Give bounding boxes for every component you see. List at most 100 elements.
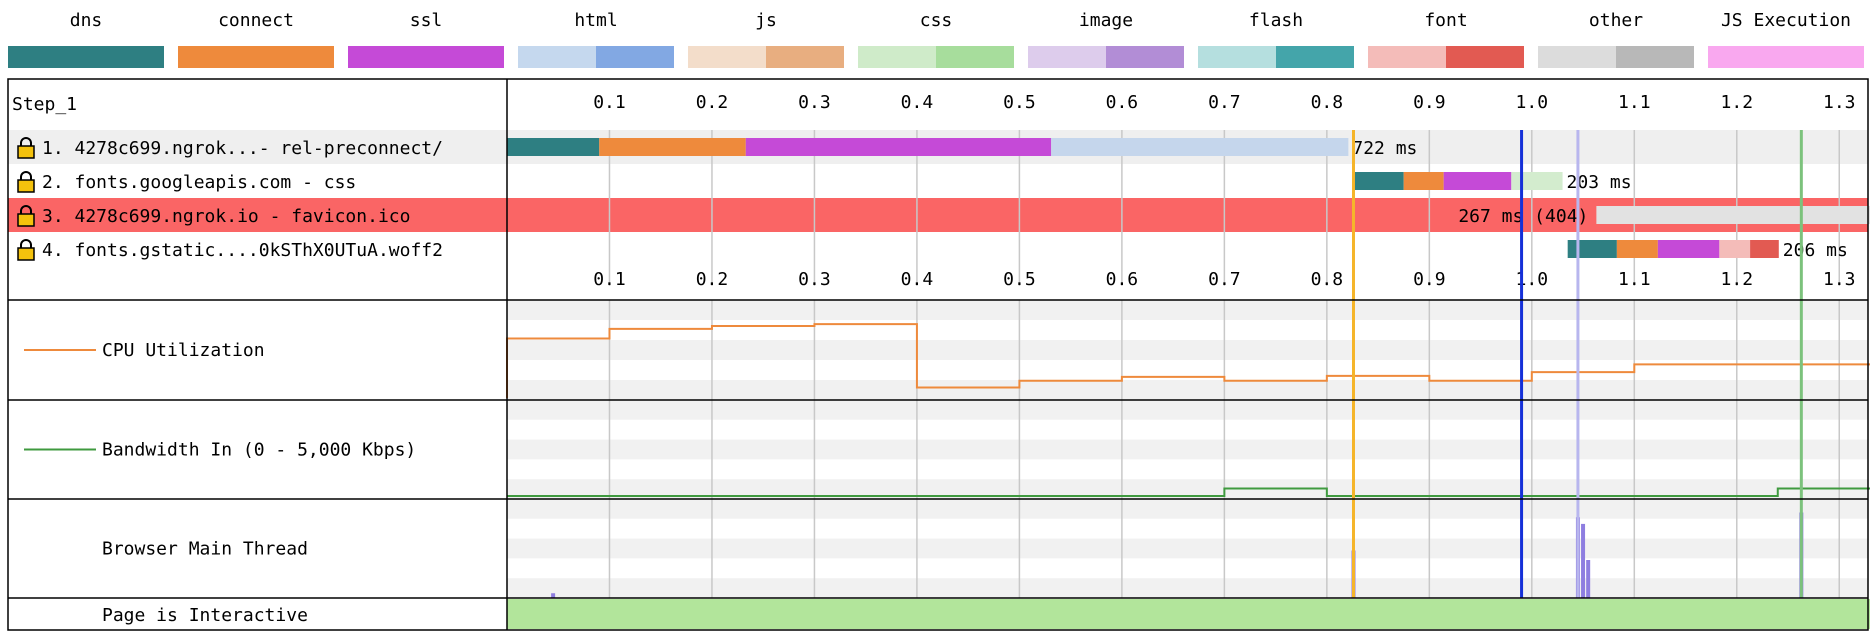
graph-stripe [507, 300, 1868, 320]
legend-label: dns [69, 10, 103, 31]
legend-swatch [518, 46, 674, 68]
request-bar-dns [1567, 240, 1617, 258]
axis-tick-label: 0.4 [901, 269, 934, 290]
request-label: 2. fonts.googleapis.com - css [42, 172, 356, 193]
axis-tick-label: 0.9 [1413, 269, 1446, 290]
graph-stripe [507, 558, 1868, 579]
padlock-shackle [20, 171, 32, 181]
request-bar-connect [1403, 172, 1444, 190]
bandwidth-line [507, 487, 1870, 498]
interactive-label: Page is Interactive [102, 605, 308, 626]
padlock-body [17, 179, 35, 193]
padlock-icon [17, 205, 35, 227]
padlock-icon [17, 239, 35, 261]
legend-label: other [1588, 10, 1644, 31]
graph-stripe [507, 439, 1868, 460]
axis-tick-label: 0.9 [1413, 92, 1446, 113]
legend-label: ssl [409, 10, 443, 31]
graph-stripe [507, 340, 1868, 360]
legend-swatch [1538, 46, 1694, 68]
axis-tick-label: 1.3 [1823, 92, 1856, 113]
axis-tick-label: 0.8 [1311, 269, 1344, 290]
legend-item-html: html [518, 0, 674, 72]
interactive-bar [507, 599, 1870, 629]
padlock-shackle [20, 239, 32, 249]
main-thread-spike [1581, 523, 1586, 598]
request-row [8, 198, 1868, 232]
request-bar-connect [1616, 240, 1658, 258]
main-thread-spike [551, 593, 556, 598]
request-duration: 206 ms [1783, 240, 1848, 261]
legend-swatch [1198, 46, 1354, 68]
graph-stripe [507, 499, 1868, 519]
legend-item-image: image [1028, 0, 1184, 72]
graph-stripe [507, 320, 1868, 340]
request-bar-dns [1353, 172, 1404, 190]
axis-tick-label: 1.1 [1618, 269, 1651, 290]
legend-label: flash [1248, 10, 1304, 31]
legend-item-js-execution: JS Execution [1708, 0, 1864, 72]
axis-tick-label: 0.7 [1208, 92, 1241, 113]
padlock-shackle [20, 205, 32, 215]
request-bar-connect [599, 138, 746, 156]
request-bar-css-wait [1511, 172, 1563, 190]
chart-frame [7, 78, 1869, 631]
padlock-icon [17, 137, 35, 159]
bandwidth-label: Bandwidth In (0 - 5,000 Kbps) [102, 440, 416, 461]
main-thread-label: Browser Main Thread [102, 539, 308, 560]
legend-swatch [858, 46, 1014, 68]
padlock-icon [17, 171, 35, 193]
graph-stripe [507, 538, 1868, 559]
axis-tick-label: 0.4 [901, 92, 934, 113]
legend-item-css: css [858, 0, 1014, 72]
axis-tick-label: 0.3 [798, 269, 831, 290]
legend-label: image [1078, 10, 1134, 31]
request-label: 1. 4278c699.ngrok...- rel-preconnect/ [42, 138, 443, 159]
axis-tick-label: 0.6 [1106, 92, 1139, 113]
main-thread-spike [1586, 560, 1591, 598]
request-duration: 267 ms (404) [1458, 206, 1588, 227]
legend-swatch [1028, 46, 1184, 68]
legend-item-js: js [688, 0, 844, 72]
step-label: Step_1 [12, 94, 77, 115]
axis-tick-label: 0.7 [1208, 269, 1241, 290]
request-row [8, 232, 1868, 266]
padlock-body [17, 145, 35, 159]
graph-stripe [507, 360, 1868, 380]
padlock-shackle [20, 137, 32, 147]
graph-stripe [507, 400, 1868, 420]
request-bar-dns [507, 138, 600, 156]
legend-item-font: font [1368, 0, 1524, 72]
axis-tick-label: 0.2 [696, 92, 729, 113]
legend-item-other: other [1538, 0, 1694, 72]
legend-item-ssl: ssl [348, 0, 504, 72]
legend-swatch [8, 46, 164, 68]
legend-swatch [1368, 46, 1524, 68]
graph-stripe [507, 578, 1868, 598]
legend-swatch [178, 46, 334, 68]
axis-tick-label: 0.2 [696, 269, 729, 290]
legend-label: connect [218, 10, 294, 31]
axis-tick-label: 1.3 [1823, 269, 1856, 290]
request-bar-font [1750, 240, 1779, 258]
legend-swatch [348, 46, 504, 68]
request-bar-ssl [745, 138, 1052, 156]
request-bar-ssl [1657, 240, 1720, 258]
graph-stripe [507, 518, 1868, 539]
legend-item-connect: connect [178, 0, 334, 72]
axis-tick-label: 0.1 [593, 92, 626, 113]
cpu-utilization-line [506, 323, 1870, 398]
axis-tick-label: 0.8 [1311, 92, 1344, 113]
padlock-body [17, 247, 35, 261]
request-bar-font-wait [1719, 240, 1751, 258]
legend-label: html [574, 10, 618, 31]
graph-stripe [507, 479, 1868, 499]
axis-tick-label: 1.0 [1516, 269, 1549, 290]
legend-swatch [1708, 46, 1864, 68]
request-duration: 203 ms [1567, 172, 1632, 193]
request-label: 3. 4278c699.ngrok.io - favicon.ico [42, 206, 410, 227]
axis-tick-label: 1.2 [1721, 92, 1754, 113]
legend-label: js [755, 10, 777, 31]
axis-tick-label: 0.5 [1003, 269, 1036, 290]
